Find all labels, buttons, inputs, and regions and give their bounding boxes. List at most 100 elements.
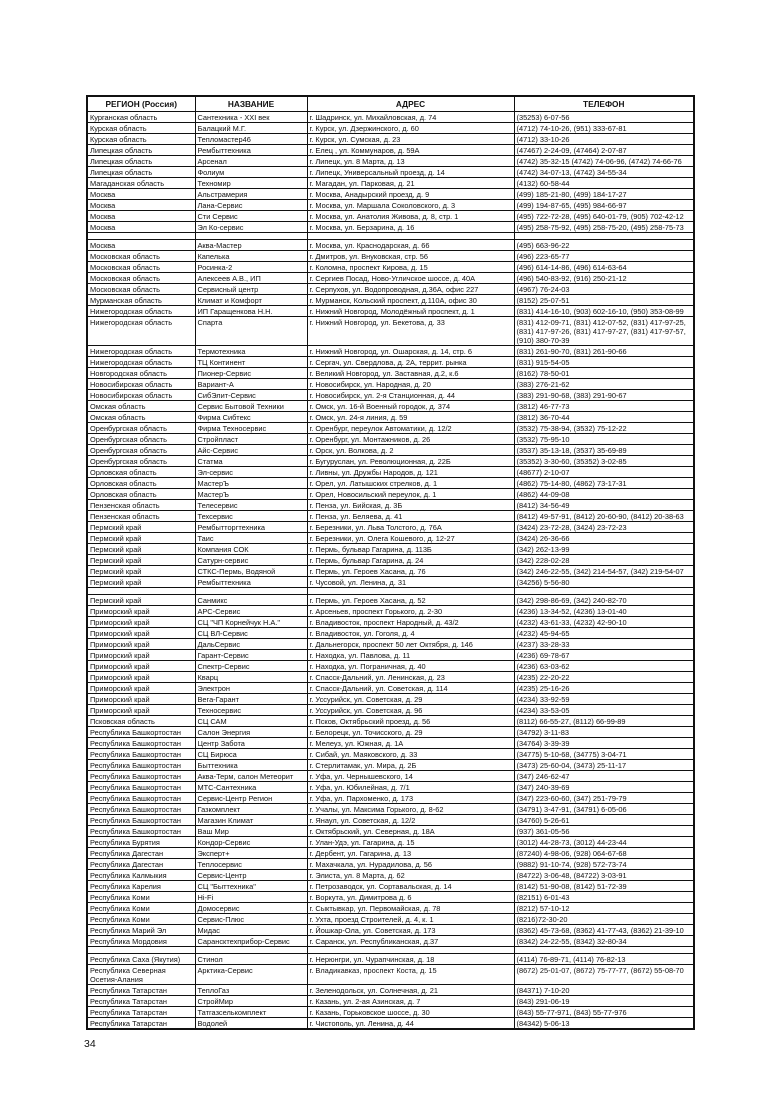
table-row: Приморский край Кварц г. Спасск-Дальний, у… bbox=[86, 671, 695, 683]
region-cell: Оренбургская область bbox=[86, 455, 196, 467]
phone-number: (8412) 20-38-63 bbox=[630, 511, 684, 521]
table-row: Республика Калмыкия Сервис-Центр г. Элиста… bbox=[86, 869, 695, 881]
phone-number: (831) 412-09-71, bbox=[516, 317, 572, 327]
region-cell: Москва bbox=[86, 221, 196, 233]
phone-number: (8342) 24-22-55, bbox=[516, 936, 572, 946]
name-cell: Сервис Бытовой Техники bbox=[194, 400, 308, 412]
address-cell: г. Белорецк, ул. Точисского, д. 29 bbox=[306, 726, 515, 738]
address-cell: г. Новосибирск, ул. Народная, д. 20 bbox=[306, 378, 515, 390]
region-cell: Московская область bbox=[86, 283, 196, 295]
address-cell: г. Москва, ул. Берзарина, д. 16 bbox=[306, 221, 515, 233]
region-cell: Республика Башкортостан bbox=[86, 781, 196, 793]
address-cell: г. Петрозаводск, ул. Сортавальская, д. 1… bbox=[306, 880, 515, 892]
table-row: Республика Башкортостан Газкомплект г. Уча… bbox=[86, 803, 695, 815]
name-cell: Техносервис bbox=[194, 704, 308, 716]
empty-cell bbox=[194, 232, 308, 240]
phone-number: (84342) 5-06-13 bbox=[516, 1018, 570, 1028]
table-row: Орловская область МастерЪ г. Орел, ул. Лат… bbox=[86, 477, 695, 489]
table-row: Курская область Балацкий М.Г. г. Курск, ул… bbox=[86, 122, 695, 134]
phone-cell: (831) 412-09-71, (831) 412-07-52, (831) … bbox=[513, 316, 695, 346]
address-cell: г. Стерлитамак, ул. Мира, д. 2Б bbox=[306, 759, 515, 771]
phone-number: (35352) 3-02-85 bbox=[573, 456, 627, 466]
address-cell: г. Омск, ул. 16-й Военный городок, д. 37… bbox=[306, 400, 515, 412]
address-cell: г. Зеленодольск, ул. Солнечная, д. 21 bbox=[306, 984, 515, 996]
address-cell: г. Нерюнгри, ул. Чурапчинская, д. 18 bbox=[306, 953, 515, 965]
region-cell: Республика Башкортостан bbox=[86, 825, 196, 837]
phone-number: (499) 184-17-27 bbox=[573, 189, 627, 199]
name-cell: Арктика-Сервис bbox=[194, 964, 308, 985]
table-row: Приморский край ДальСервис г. Дальнегорск,… bbox=[86, 638, 695, 650]
table-row: Пермский край Санмикс г. Пермь, ул. Героев… bbox=[86, 594, 695, 606]
phone-cell: (84342) 5-06-13 bbox=[513, 1017, 695, 1030]
empty-cell bbox=[86, 587, 196, 595]
table-row: Московская область Сервисный центр г. Серп… bbox=[86, 283, 695, 295]
column-header-address: АДРЕС bbox=[306, 95, 515, 112]
phone-cell: (8152) 25-07-51 bbox=[513, 294, 695, 306]
table-row: Липецкая область Рембыттехника г. Елец , у… bbox=[86, 144, 695, 156]
table-row: Новгородская область Пионер-Сервис г. Вели… bbox=[86, 367, 695, 379]
region-cell: Республика Карелия bbox=[86, 880, 196, 892]
empty-cell bbox=[306, 587, 515, 595]
table-row: Оренбургская область Статма г. Бугуруслан,… bbox=[86, 455, 695, 467]
address-cell: г. Коломна, проспект Кирова, д. 15 bbox=[306, 261, 515, 273]
table-row: Оренбургская область Стройпласт г. Оренбур… bbox=[86, 433, 695, 445]
table-row: Приморский край Гарант-Сервис г. Находка, … bbox=[86, 649, 695, 661]
address-cell: г. Находка, ул. Пограничная, д. 40 bbox=[306, 660, 515, 672]
phone-number: (383) 276-21-62 bbox=[516, 379, 570, 389]
table-row: Республика Башкортостан Магазин Климат г. … bbox=[86, 814, 695, 826]
phone-cell: (34764) 3-39-39 bbox=[513, 737, 695, 749]
table-row: Московская область Алексеев А.В., ИП г. Се… bbox=[86, 272, 695, 284]
table-row: Республика Дагестан Эксперт+ г. Дербент, у… bbox=[86, 847, 695, 859]
phone-number: (4232) 42-90-10 bbox=[573, 617, 627, 627]
address-cell: г. Уссурийск, ул. Советская, д. 29 bbox=[306, 693, 515, 705]
region-cell: Пермский край bbox=[86, 543, 196, 555]
table-row: Республика Татарстан Водолей г. Чистополь,… bbox=[86, 1017, 695, 1030]
region-cell: Республика Татарстан bbox=[86, 1006, 196, 1018]
phone-cell: (4234) 33-53-05 bbox=[513, 704, 695, 716]
phone-number: (342) 298-86-69, bbox=[516, 595, 572, 605]
address-cell: г. Березники, ул. Олега Кошевого, д. 12-… bbox=[306, 532, 515, 544]
phone-number: (831) 417-97-26, bbox=[516, 326, 572, 336]
phone-number: (34792) 3-11-83 bbox=[516, 727, 569, 737]
name-cell: Вариант-А bbox=[194, 378, 308, 390]
table-row: Республика Марий Эл Мидас г. Йошкар-Ола, у… bbox=[86, 924, 695, 936]
region-cell: Приморский край bbox=[86, 638, 196, 650]
table-row: Республика Башкортостан Быттехника г. Стер… bbox=[86, 759, 695, 771]
address-cell: г. Орел, ул. Латышских стрелков, д. 1 bbox=[306, 477, 515, 489]
address-cell: г. Казань, Горьковское шоссе, д. 30 bbox=[306, 1006, 515, 1018]
table-row: Республика Башкортостан СЦ Бирюса г. Сибай… bbox=[86, 748, 695, 760]
address-cell: г. Дальнегорск, проспект 50 лет Октября,… bbox=[306, 638, 515, 650]
phone-cell: (48677) 2-10-07 bbox=[513, 466, 695, 478]
phone-number: (3537) 35-69-89 bbox=[573, 445, 627, 455]
phone-number: (4236) 69-78-67 bbox=[516, 650, 570, 660]
region-cell: Республика Башкортостан bbox=[86, 770, 196, 782]
phone-number: (495) 258-75-73 bbox=[630, 222, 684, 232]
phone-number: (495) 663-96-22 bbox=[516, 240, 570, 250]
region-cell: Пермский край bbox=[86, 565, 196, 577]
name-cell: Гарант-Сервис bbox=[194, 649, 308, 661]
region-cell: Пензенская область bbox=[86, 499, 196, 511]
phone-cell: (342) 246-22-55, (342) 214-54-57, (342) … bbox=[513, 565, 695, 577]
phone-number: (4237) 33-28-33 bbox=[516, 639, 570, 649]
empty-cell bbox=[86, 946, 196, 954]
address-cell: г. Казань, ул. 2-ая Азинская, д. 7 bbox=[306, 995, 515, 1007]
name-cell: Мидас bbox=[194, 924, 308, 936]
phone-number: (342) 246-22-55, bbox=[516, 566, 572, 576]
phone-cell: (4742) 34-07-13, (4742) 34-55-34 bbox=[513, 166, 695, 178]
address-cell: г. Елец , ул. Коммунаров, д. 59А bbox=[306, 144, 515, 156]
name-cell: Рембыттехника bbox=[194, 144, 308, 156]
table-row: Пермский край СТКС-Пермь, Водяной г. Пермь… bbox=[86, 565, 695, 577]
name-cell: СЦ "ЧП Корнейчук Н.А." bbox=[194, 616, 308, 628]
region-cell: Новосибирская область bbox=[86, 389, 196, 401]
phone-cell: (4235) 25-16-26 bbox=[513, 682, 695, 694]
phone-cell: (3532) 75-38-94, (3532) 75-12-22 bbox=[513, 422, 695, 434]
spacer-row bbox=[86, 946, 695, 954]
phone-number: (3424) 23-72-23 bbox=[573, 522, 627, 532]
phone-cell: (4114) 76-89-71, (4114) 76-82-13 bbox=[513, 953, 695, 965]
region-cell: Приморский край bbox=[86, 660, 196, 672]
phone-number: (910) 380-70-39 bbox=[516, 335, 570, 345]
phone-number: (831) 412-07-52, bbox=[573, 317, 629, 327]
table-row: Республика Татарстан СтройМир г. Казань, у… bbox=[86, 995, 695, 1007]
phone-number: (3473) 25-11-17 bbox=[573, 760, 627, 770]
address-cell: г. Воркута, ул. Димитрова д. 6 bbox=[306, 891, 515, 903]
